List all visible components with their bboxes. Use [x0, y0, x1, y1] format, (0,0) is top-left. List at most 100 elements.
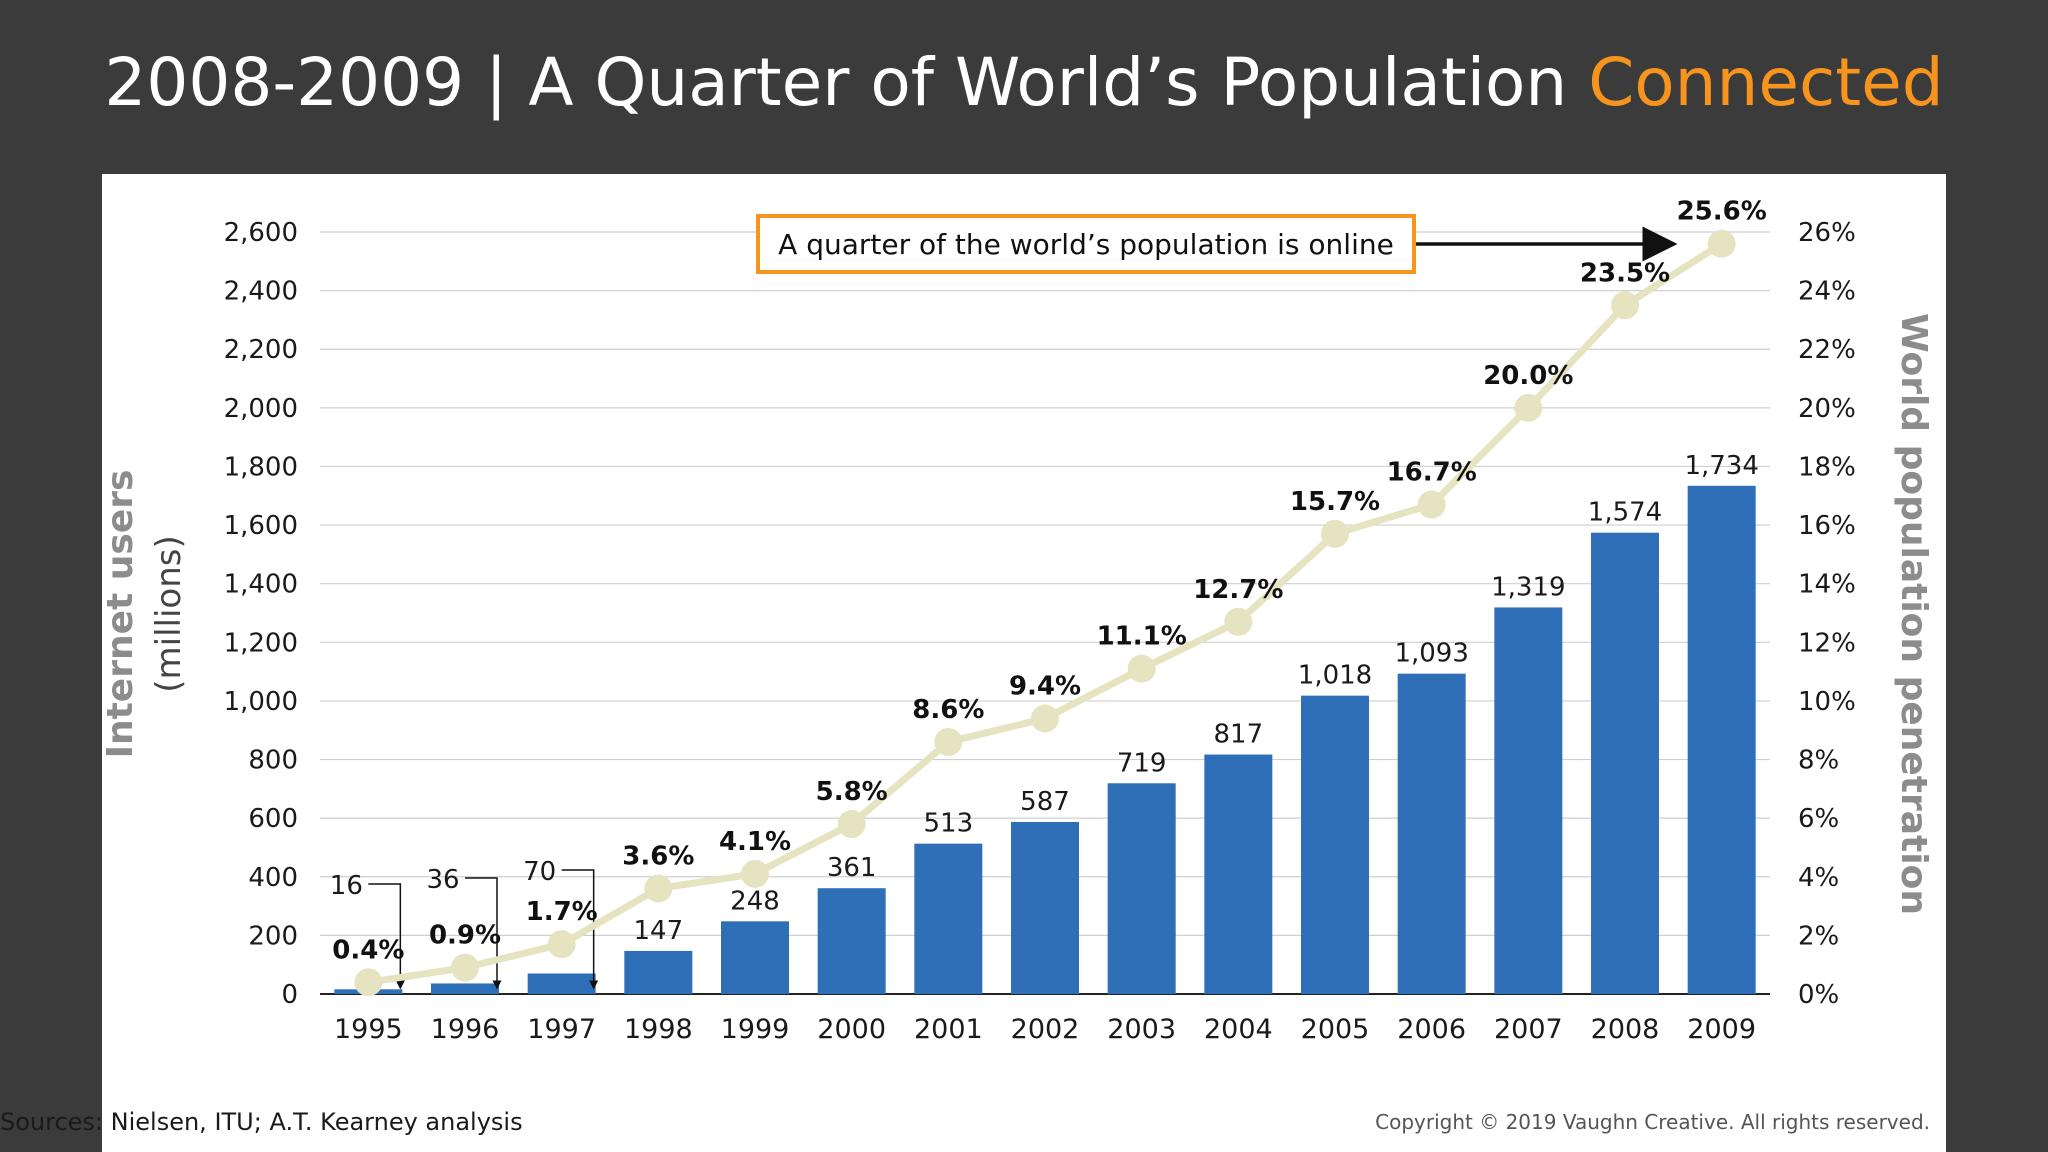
x-tick-label: 2002 [1011, 1014, 1080, 1045]
penetration-label: 4.1% [719, 827, 791, 857]
penetration-label: 20.0% [1483, 361, 1573, 391]
x-tick-label: 1999 [721, 1014, 790, 1045]
penetration-label: 5.8% [816, 777, 888, 807]
y-right-tick-label: 16% [1798, 511, 1856, 541]
bar-value-label: 587 [1020, 787, 1070, 817]
x-tick-label: 2001 [914, 1014, 983, 1045]
bar [431, 983, 499, 994]
penetration-point [741, 859, 769, 888]
x-tick-label: 2009 [1687, 1014, 1756, 1045]
bar-value-label: 1,734 [1684, 451, 1758, 481]
bar-value-label: 248 [730, 886, 780, 916]
y-right-tick-label: 8% [1798, 746, 1839, 776]
bar [914, 843, 983, 994]
y-left-tick-label: 2,000 [224, 394, 298, 424]
bar [624, 950, 693, 994]
penetration-label: 15.7% [1290, 487, 1380, 517]
combo-chart: 0 200 400 600 800 1,000 1,200 1,400 1,600 1,800 2,… [102, 197, 1934, 1045]
penetration-label: 8.6% [912, 695, 984, 725]
penetration-point [934, 727, 963, 756]
y-left-tick-label: 1,800 [224, 452, 298, 482]
x-tick-label: 2006 [1397, 1014, 1466, 1045]
penetration-point [1127, 654, 1156, 683]
penetration-label: 1.7% [526, 897, 598, 927]
bar [1591, 532, 1659, 994]
bar [1687, 485, 1756, 994]
penetration-label: 0.4% [332, 935, 404, 965]
y-right-tick-label: 14% [1798, 570, 1856, 600]
annotation-box [756, 214, 1416, 274]
bar [1301, 695, 1369, 994]
penetration-point [1321, 519, 1349, 548]
annotation-text: A quarter of the world’s population is o… [778, 228, 1394, 261]
x-tick-label: 2004 [1204, 1014, 1273, 1045]
bar-value-label: 513 [924, 809, 974, 839]
x-tick-label: 2008 [1591, 1014, 1660, 1045]
slide-title-accent: Connected [1588, 44, 1944, 121]
bar [1107, 783, 1176, 994]
y-right-tick-label: 10% [1798, 687, 1856, 717]
penetration-point [1611, 291, 1639, 320]
penetration-point [547, 930, 576, 959]
penetration-label: 9.4% [1009, 672, 1081, 702]
y-left-tick-label: 2,600 [224, 218, 298, 248]
x-tick-label: 1995 [334, 1014, 403, 1045]
bar-value-label: 817 [1214, 720, 1264, 750]
y-right-tick-label: 4% [1798, 863, 1839, 893]
penetration-label: 25.6% [1677, 197, 1767, 227]
leader-arrow [561, 869, 599, 990]
y-left-tick-label: 200 [248, 921, 298, 951]
y-right-tick-label: 20% [1798, 394, 1856, 424]
y-right-tick-label: 18% [1798, 452, 1856, 482]
y-left-axis-title: Internet users [102, 470, 141, 759]
bar [721, 921, 789, 994]
y-right-tick-label: 2% [1798, 921, 1839, 951]
y-right-tick-label: 6% [1798, 804, 1839, 834]
penetration-label: 0.9% [429, 921, 501, 951]
x-tick-label: 1998 [624, 1014, 693, 1045]
x-tick-label: 2005 [1301, 1014, 1370, 1045]
bar-value-label: 1,018 [1298, 661, 1372, 691]
y-left-tick-label: 600 [248, 804, 298, 834]
y-left-tick-label: 2,400 [224, 277, 298, 307]
y-left-axis-subtitle: (millions) [149, 535, 189, 693]
bar [1011, 821, 1079, 994]
bar [1204, 754, 1273, 994]
penetration-point [1031, 704, 1059, 733]
bar [1397, 673, 1466, 994]
penetration-point [644, 874, 673, 903]
bar-value-label: 36 [426, 865, 459, 895]
slide-title: 2008-2009 | A Quarter of World’s Populat… [0, 44, 2048, 121]
bar-value-label: 16 [330, 871, 363, 901]
bar [527, 973, 596, 994]
bar-value-label: 1,574 [1588, 498, 1662, 528]
penetration-label: 16.7% [1387, 458, 1477, 488]
bar [817, 888, 886, 994]
slide-title-main: 2008-2009 | A Quarter of World’s Populat… [104, 44, 1589, 121]
bar-value-label: 147 [634, 916, 684, 946]
penetration-point [837, 810, 866, 839]
bar-value-label: 70 [523, 857, 556, 887]
source-note: Sources: Nielsen, ITU; A.T. Kearney anal… [0, 1108, 523, 1136]
penetration-point [1417, 490, 1446, 519]
x-tick-label: 1996 [431, 1014, 500, 1045]
y-left-tick-label: 1,000 [224, 687, 298, 717]
penetration-label: 3.6% [622, 841, 694, 871]
y-left-tick-label: 800 [248, 746, 298, 776]
penetration-label: 12.7% [1193, 575, 1283, 605]
penetration-point [451, 953, 479, 982]
y-right-tick-label: 24% [1798, 277, 1856, 307]
y-left-tick-label: 400 [248, 863, 298, 893]
y-right-axis-title: World population penetration [1893, 313, 1934, 915]
penetration-label: 23.5% [1580, 258, 1670, 288]
bar-value-label: 1,093 [1394, 639, 1468, 669]
penetration-point [1514, 393, 1543, 422]
bar [1494, 607, 1563, 994]
y-left-tick-label: 2,200 [224, 335, 298, 365]
y-right-tick-label: 12% [1798, 628, 1856, 658]
y-left-tick-label: 1,600 [224, 511, 298, 541]
y-right-tick-label: 0% [1798, 980, 1839, 1010]
copyright-note: Copyright © 2019 Vaughn Creative. All ri… [1375, 1110, 1930, 1134]
x-tick-label: 2007 [1494, 1014, 1563, 1045]
leader-arrow [465, 877, 502, 990]
